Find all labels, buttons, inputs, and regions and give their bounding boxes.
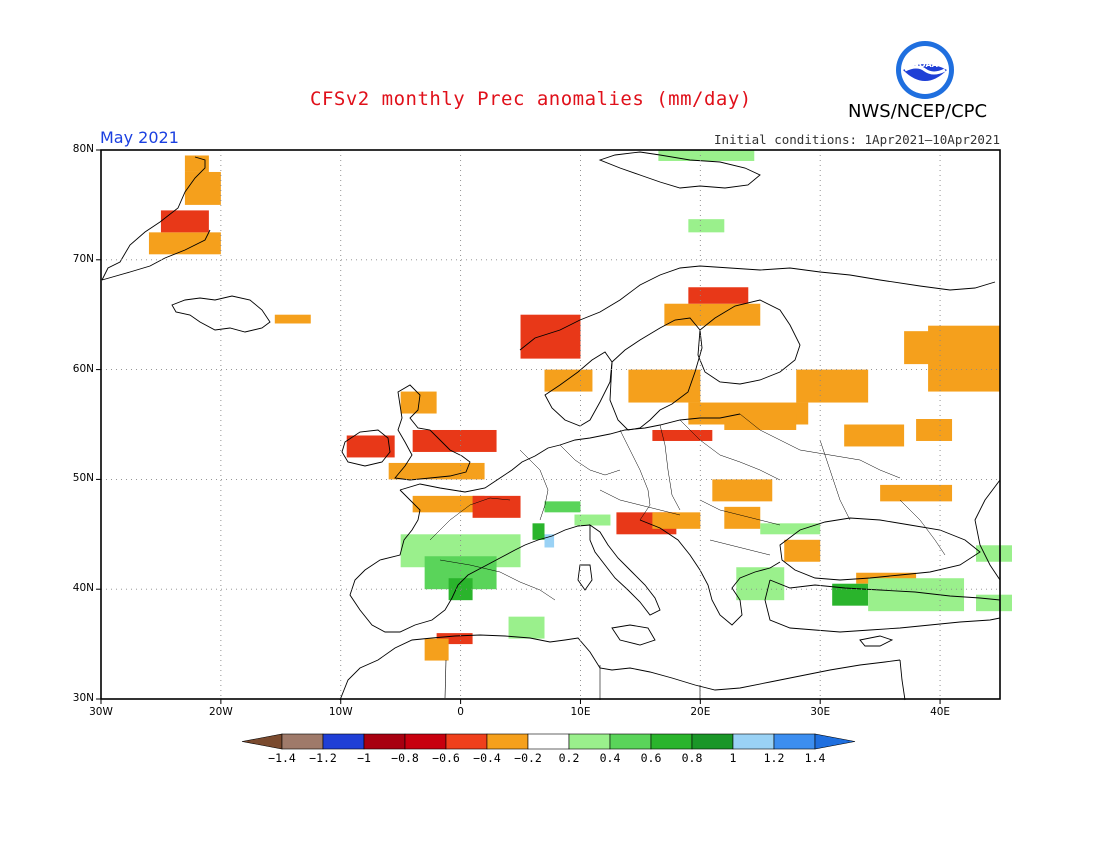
lon-label: 20W (208, 706, 233, 718)
anomaly-cell (544, 501, 581, 513)
lon-label: 20E (690, 706, 711, 718)
anomaly-cell (184, 171, 221, 205)
lon-label: 10W (328, 706, 353, 718)
colorbar-label: −1.4 (268, 751, 296, 765)
anomaly-cell (796, 369, 869, 403)
anomaly-cell (412, 495, 485, 513)
anomaly-cell (520, 314, 581, 359)
noaa-logo-text: NOAA (912, 60, 938, 69)
lat-label: 30N (72, 692, 94, 704)
noaa-logo: NOAA (896, 41, 954, 99)
lat-label: 40N (72, 582, 94, 595)
anomaly-cell (532, 523, 545, 540)
lon-label: 30W (89, 706, 113, 718)
anomaly-cell (346, 435, 395, 458)
colorbar-label: 0.2 (558, 751, 580, 765)
colorbar-label: 0.8 (681, 751, 703, 765)
anomaly-cell (448, 578, 473, 601)
anomaly-cell (724, 413, 797, 430)
anomaly-cell (424, 638, 449, 661)
colorbar-label: 1.2 (763, 751, 785, 765)
anomaly-cell (436, 633, 473, 645)
colorbar-label: 1 (729, 751, 737, 765)
map-title: CFSv2 monthly Prec anomalies (mm/day) (310, 88, 752, 110)
colorbar-label: −0.4 (473, 751, 501, 765)
colorbar-label: −1.2 (309, 751, 337, 765)
colorbar-label: 0.4 (599, 751, 621, 765)
anomaly-cell (976, 594, 1012, 612)
lon-label: 10E (570, 706, 591, 718)
anomaly-cell (412, 429, 497, 452)
anomaly-cell (664, 303, 761, 326)
lat-label: 80N (72, 143, 94, 155)
anomaly-cell (784, 539, 821, 562)
anomaly-cell (736, 567, 785, 601)
colorbar-label: −1 (357, 751, 371, 765)
anomaly-cell (472, 495, 521, 518)
anomaly-cell (544, 534, 555, 548)
anomaly-cell (688, 287, 749, 304)
anomaly-cell (652, 512, 701, 529)
anomaly-cell (724, 506, 761, 529)
colorbar-label: 1.4 (804, 751, 826, 765)
colorbar-label: −0.6 (432, 751, 460, 765)
anomaly-cell (712, 479, 773, 502)
lon-label: 40E (930, 706, 951, 718)
anomaly-cell (544, 369, 593, 392)
anomaly-cell (760, 523, 821, 535)
colorbar-label: −0.8 (391, 751, 419, 765)
anomaly-cell (880, 484, 953, 502)
map-frame (100, 149, 1001, 700)
anomaly-cell (574, 514, 611, 526)
anomaly-cell (976, 545, 1012, 562)
anomaly-cell (274, 314, 311, 324)
forecast-month: May 2021 (100, 128, 179, 147)
anomaly-cell (652, 429, 713, 441)
coastlines (101, 151, 1001, 701)
initial-conditions: Initial conditions: 1Apr2021–10Apr2021 (714, 132, 1000, 147)
anomaly-cell (508, 616, 545, 639)
anomaly-cell (628, 369, 701, 403)
axis-ticks (96, 149, 941, 704)
lat-label: 70N (72, 252, 94, 265)
anomaly-cells (148, 150, 1012, 661)
anomaly-cell (160, 210, 209, 233)
anomaly-cell (658, 150, 755, 161)
colorbar-label: 0.6 (640, 751, 662, 765)
anomaly-cell (148, 232, 221, 255)
lon-label: 30E (810, 706, 831, 718)
anomaly-cell (844, 424, 905, 447)
anomaly-cell (916, 419, 953, 441)
anomaly-cell (688, 219, 725, 233)
lat-label: 50N (72, 472, 94, 485)
anomaly-cell (904, 331, 1000, 365)
anomaly-cell (868, 578, 965, 612)
country-borders (429, 413, 946, 601)
lon-label: 0 (457, 706, 464, 718)
colorbar-label: −0.2 (514, 751, 542, 765)
agency-label: NWS/NCEP/CPC (848, 101, 988, 122)
lat-label: 60N (72, 362, 94, 375)
